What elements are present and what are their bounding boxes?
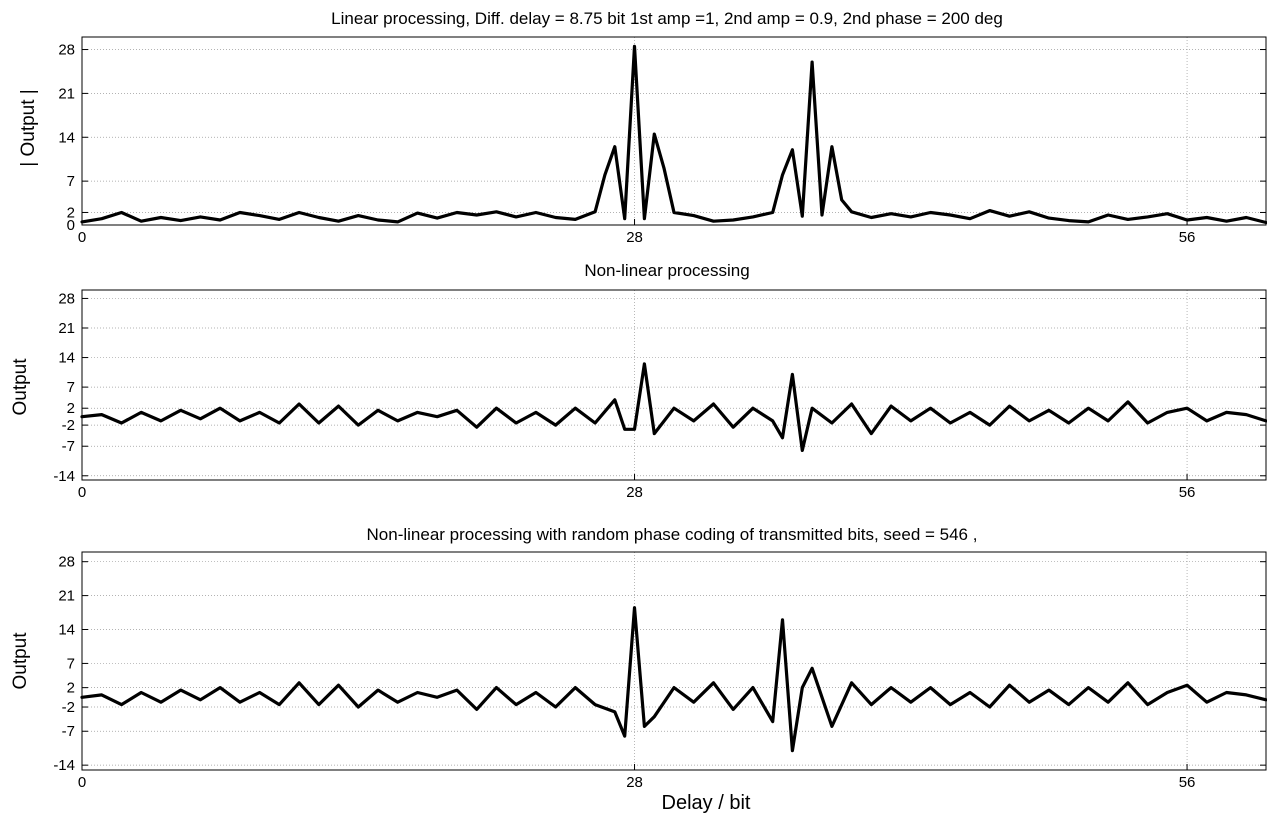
panel-title-random-phase: Non-linear processing with random phase …	[367, 525, 978, 544]
x-tick-label-random-phase: 0	[78, 774, 86, 791]
panel-linear: Linear processing, Diff. delay = 8.75 bi…	[18, 9, 1267, 246]
panel-random-phase: Non-linear processing with random phase …	[10, 525, 1267, 791]
x-tick-label-random-phase: 56	[1179, 774, 1196, 791]
y-tick-label-random-phase: 28	[58, 554, 75, 571]
y-tick-label-nonlinear: 14	[58, 350, 75, 367]
y-tick-label-random-phase: 14	[58, 622, 75, 639]
x-tick-label-linear: 0	[78, 229, 86, 246]
y-tick-label-linear: 0	[67, 217, 75, 234]
y-tick-label-random-phase: -7	[62, 723, 75, 740]
y-tick-label-nonlinear: -2	[62, 417, 75, 434]
series-line-nonlinear	[80, 362, 1267, 452]
y-tick-label-nonlinear: 21	[58, 320, 75, 337]
y-tick-label-nonlinear: -14	[53, 468, 75, 485]
y-tick-label-linear: 14	[58, 129, 75, 146]
axes-frame-random-phase	[81, 551, 1267, 771]
x-axis-label: Delay / bit	[662, 792, 751, 814]
x-tick-label-linear: 56	[1179, 229, 1196, 246]
y-tick-label-linear: 21	[58, 85, 75, 102]
y-tick-label-random-phase: 21	[58, 588, 75, 605]
y-tick-label-nonlinear: 2	[67, 400, 75, 417]
y-tick-label-nonlinear: 28	[58, 290, 75, 307]
plot-area-random-phase: -14 -7 -2 2 7 14 21 28 0 28 56	[53, 551, 1267, 791]
x-tick-label-nonlinear: 56	[1179, 484, 1196, 501]
x-tick-label-linear: 28	[626, 229, 643, 246]
y-tick-label-random-phase: 7	[67, 655, 75, 672]
y-tick-label-nonlinear: -7	[62, 438, 75, 455]
panel-title-linear: Linear processing, Diff. delay = 8.75 bi…	[331, 9, 1003, 28]
x-tick-label-nonlinear: 0	[78, 484, 86, 501]
panel-nonlinear: Non-linear processing Output -14 -7 -22 7 14…	[10, 261, 1267, 501]
plot-area-linear: 02 7 14 21 28 0 28 56	[58, 36, 1267, 246]
plot-area-nonlinear: -14 -7 -22 7 14 21 28 0 28 56	[53, 289, 1267, 501]
y-tick-label-random-phase: 2	[67, 680, 75, 697]
panel-title-nonlinear: Non-linear processing	[584, 261, 749, 280]
axes-frame-nonlinear	[81, 289, 1267, 481]
y-tick-label-random-phase: -2	[62, 699, 75, 716]
series-line-random-phase	[80, 606, 1267, 753]
axes-frame-linear	[81, 36, 1267, 226]
y-tick-label-linear: 28	[58, 42, 75, 59]
x-tick-label-nonlinear: 28	[626, 484, 643, 501]
y-axis-label-nonlinear: Output	[10, 358, 31, 416]
y-tick-label-linear: 2	[67, 204, 75, 221]
series-line-linear	[80, 44, 1267, 225]
x-tick-label-random-phase: 28	[626, 774, 643, 791]
y-tick-label-linear: 7	[67, 173, 75, 190]
y-tick-label-nonlinear: 7	[67, 379, 75, 396]
y-axis-label-linear: | Output |	[18, 89, 39, 166]
y-tick-label-random-phase: -14	[53, 757, 75, 774]
y-axis-label-random-phase: Output	[10, 632, 31, 690]
